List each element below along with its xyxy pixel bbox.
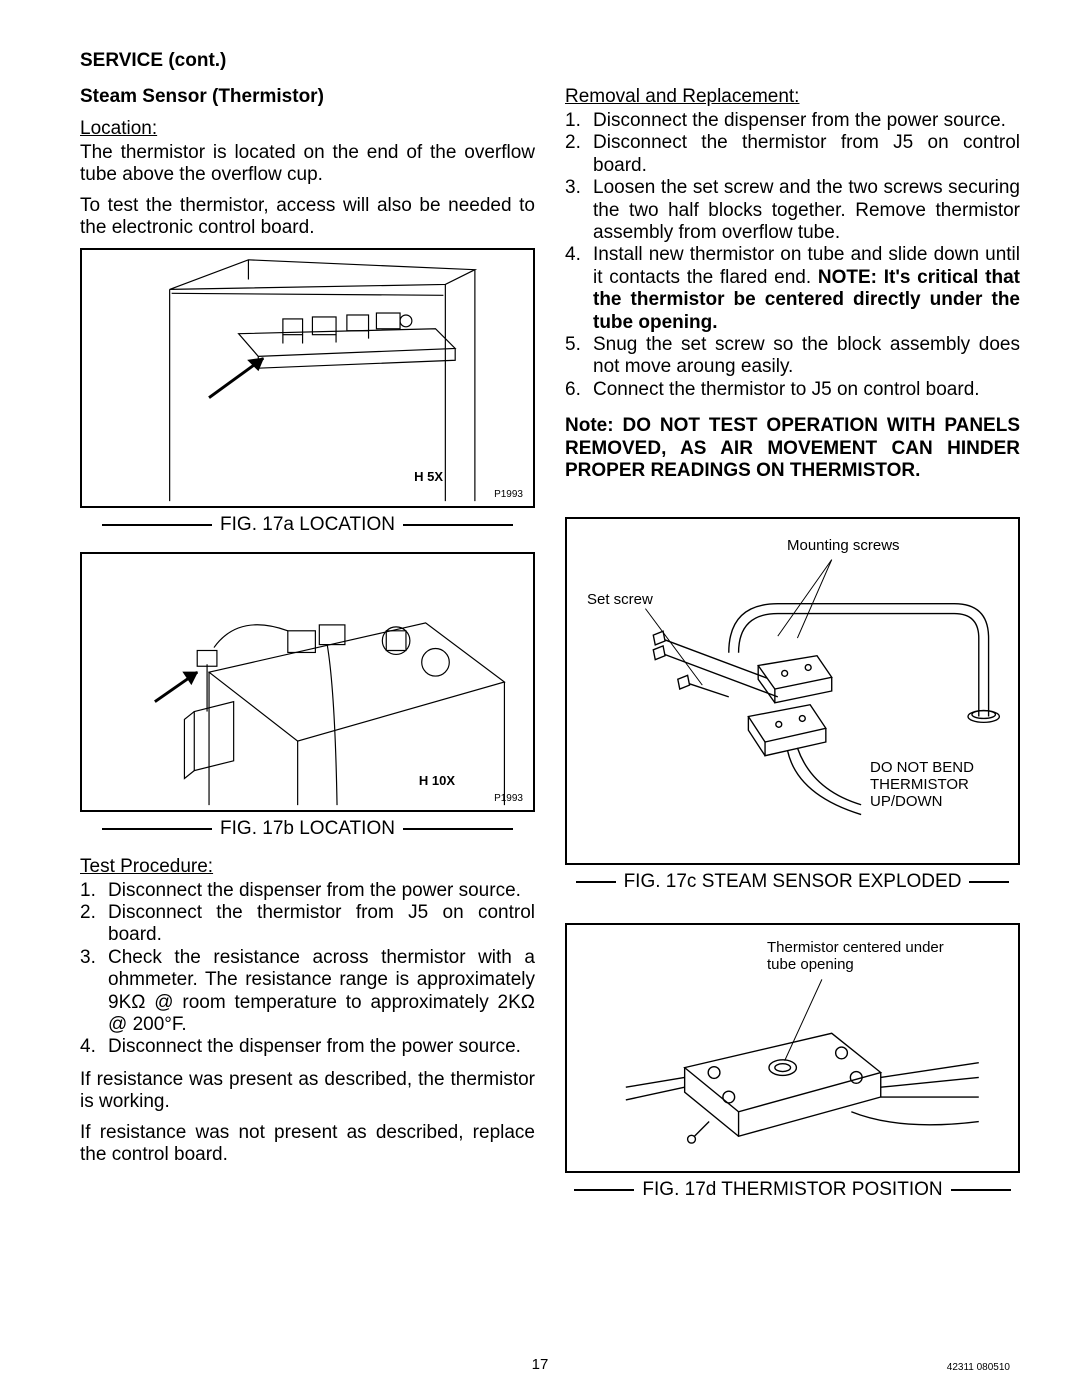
figure-17b-model-label: H 10X	[419, 773, 455, 788]
document-id: 42311 080510	[947, 1362, 1010, 1373]
figure-17c-svg	[567, 519, 1018, 863]
anno-set-screw: Set screw	[587, 591, 653, 608]
list-item: Disconnect the dispenser from the power …	[565, 110, 1020, 132]
figure-17a-pnum: P1993	[494, 489, 523, 500]
figure-17b-caption-row: FIG. 17b LOCATION	[80, 818, 535, 840]
anno-do-not-bend: DO NOT BEND THERMISTOR UP/DOWN	[870, 759, 1000, 811]
figure-17a-model-label: H 5X	[414, 469, 443, 484]
anno-mounting-screws: Mounting screws	[787, 537, 900, 554]
figure-17c-caption: FIG. 17c STEAM SENSOR EXPLODED	[616, 871, 970, 893]
figure-17a-caption-row: FIG. 17a LOCATION	[80, 514, 535, 536]
heading-steam-sensor: Steam Sensor (Thermistor)	[80, 86, 535, 108]
figure-17a-box: H 5X P1993	[80, 248, 535, 508]
figure-17a-svg	[82, 250, 533, 506]
figure-17a-caption: FIG. 17a LOCATION	[212, 514, 403, 536]
list-item: Disconnect the thermistor from J5 on con…	[80, 902, 535, 947]
figure-17d-caption-row: FIG. 17d THERMISTOR POSITION	[565, 1179, 1020, 1201]
heading-removal: Removal and Replacement:	[565, 86, 1020, 108]
list-item: Connect the thermistor to J5 on control …	[565, 379, 1020, 401]
test-procedure-list: Disconnect the dispenser from the power …	[80, 880, 535, 1059]
anno-thermistor-centered: Thermistor centered under tube opening	[767, 939, 947, 974]
list-item: Disconnect the thermistor from J5 on con…	[565, 132, 1020, 177]
test-result-replace: If resistance was not present as describ…	[80, 1122, 535, 1167]
figure-17b-svg	[82, 554, 533, 810]
figure-17b-pnum: P1993	[494, 793, 523, 804]
page-content: SERVICE (cont.) Steam Sensor (Thermistor…	[80, 50, 1020, 1201]
list-item: Check the resistance across thermistor w…	[80, 947, 535, 1037]
test-result-working: If resistance was present as described, …	[80, 1069, 535, 1114]
right-column: Removal and Replacement: Disconnect the …	[565, 50, 1020, 1201]
location-text-1: The thermistor is located on the end of …	[80, 142, 535, 187]
heading-location: Location:	[80, 118, 535, 140]
page-number: 17	[532, 1356, 549, 1373]
list-item: Install new thermistor on tube and slide…	[565, 244, 1020, 334]
figure-17b-caption: FIG. 17b LOCATION	[212, 818, 403, 840]
list-item: Disconnect the dispenser from the power …	[80, 880, 535, 902]
removal-list: Disconnect the dispenser from the power …	[565, 110, 1020, 401]
heading-test-procedure: Test Procedure:	[80, 856, 535, 878]
figure-17b-box: H 10X P1993	[80, 552, 535, 812]
heading-service: SERVICE (cont.)	[80, 50, 535, 72]
warning-note: Note: DO NOT TEST OPERATION WITH PANELS …	[565, 415, 1020, 482]
left-column: SERVICE (cont.) Steam Sensor (Thermistor…	[80, 50, 535, 1201]
list-item: Snug the set screw so the block assembly…	[565, 334, 1020, 379]
list-item: Loosen the set screw and the two screws …	[565, 177, 1020, 244]
location-text-2: To test the thermistor, access will also…	[80, 195, 535, 240]
figure-17c-box: Mounting screws Set screw DO NOT BEND TH…	[565, 517, 1020, 865]
list-item: Disconnect the dispenser from the power …	[80, 1036, 535, 1058]
figure-17d-caption: FIG. 17d THERMISTOR POSITION	[634, 1179, 950, 1201]
figure-17c-caption-row: FIG. 17c STEAM SENSOR EXPLODED	[565, 871, 1020, 893]
figure-17d-box: Thermistor centered under tube opening	[565, 923, 1020, 1173]
